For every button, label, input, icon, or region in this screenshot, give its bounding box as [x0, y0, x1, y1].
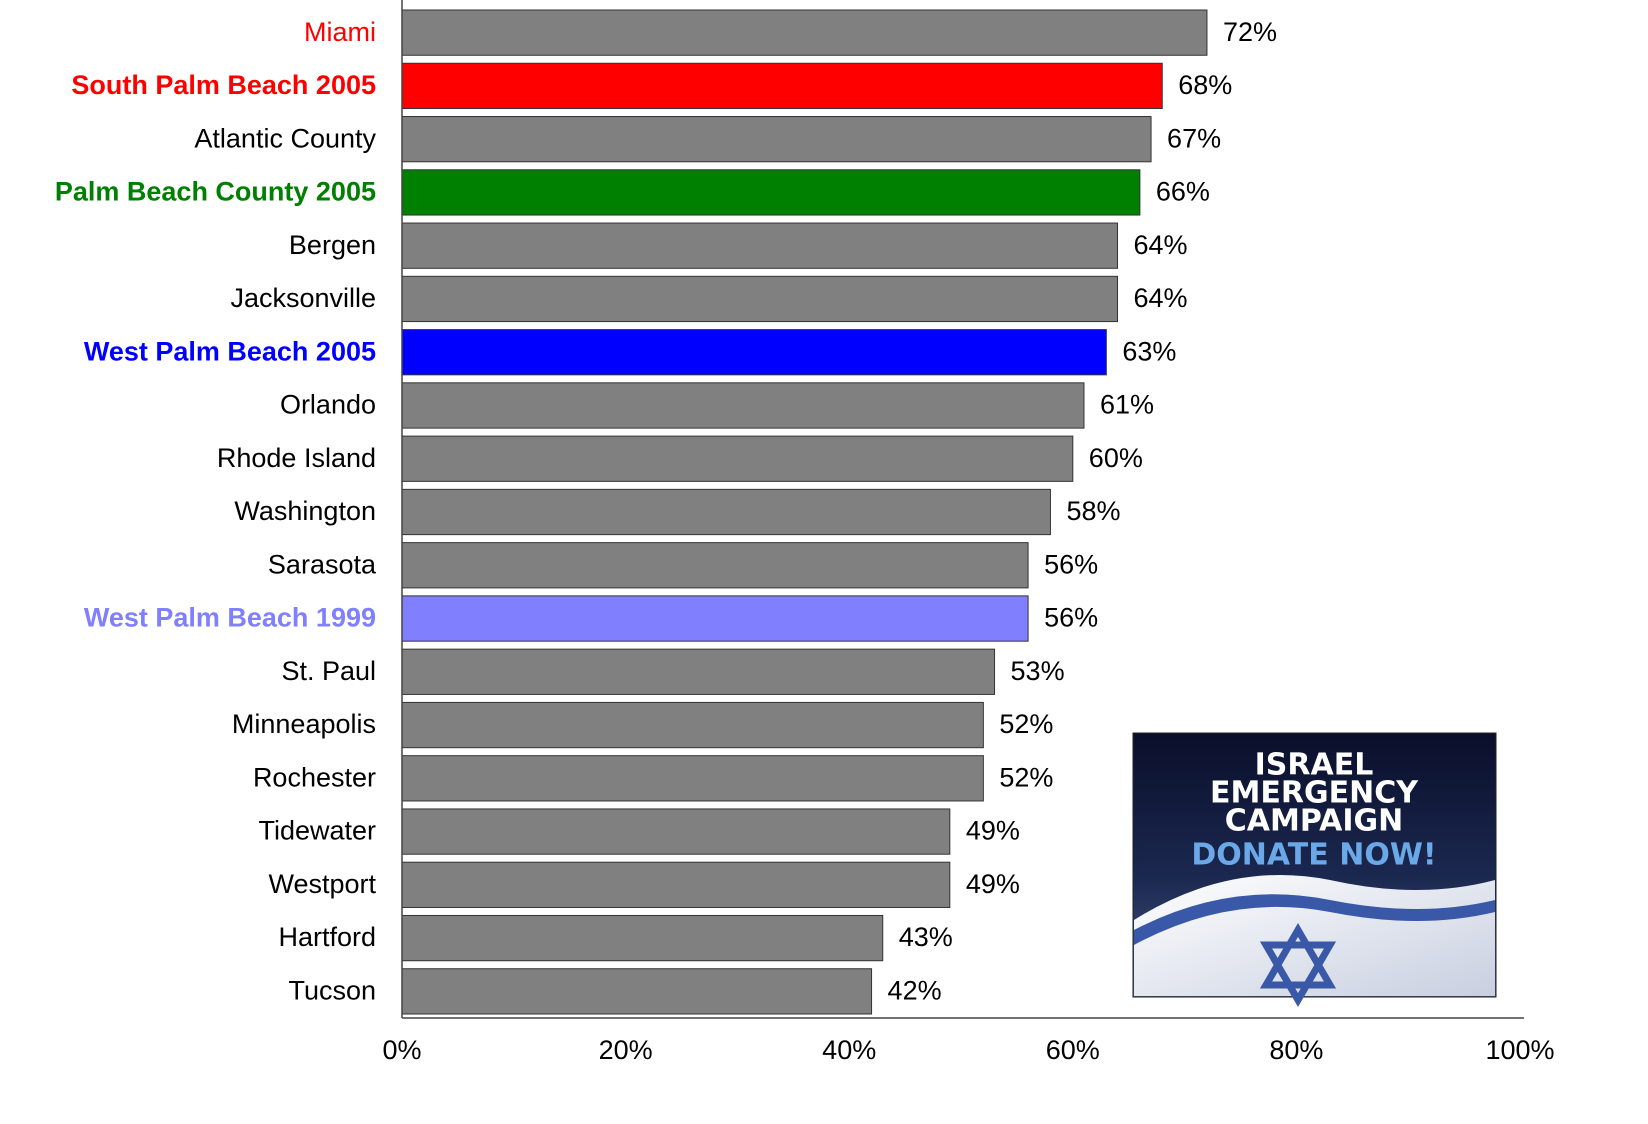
category-label: Hartford — [278, 922, 376, 952]
ad-banner[interactable]: ISRAEL EMERGENCY CAMPAIGN DONATE NOW! — [1132, 732, 1497, 1007]
value-label: 61% — [1100, 390, 1154, 420]
category-label: Tucson — [288, 975, 376, 1005]
category-label: Palm Beach County 2005 — [55, 177, 376, 207]
x-tick-label: 20% — [599, 1035, 653, 1065]
bar — [401, 329, 1107, 376]
category-label: Rhode Island — [217, 443, 376, 473]
category-label: Westport — [268, 869, 376, 899]
bar — [401, 648, 996, 695]
bar — [401, 62, 1163, 110]
category-label: Jacksonville — [230, 283, 376, 313]
x-tick-label: 60% — [1046, 1035, 1100, 1065]
value-label: 60% — [1089, 443, 1143, 473]
value-label: 58% — [1066, 496, 1120, 526]
bar — [401, 755, 984, 802]
ad-line: CAMPAIGN — [1225, 804, 1403, 839]
bar — [401, 9, 1208, 56]
bar — [401, 914, 884, 962]
category-label: Orlando — [280, 390, 376, 420]
value-label: 64% — [1134, 230, 1188, 260]
flag-stripe — [1134, 894, 1495, 945]
x-tick-label: 100% — [1485, 1035, 1554, 1065]
category-label: West Palm Beach 1999 — [84, 603, 376, 633]
category-label: Rochester — [253, 762, 376, 792]
value-label: 49% — [966, 816, 1020, 846]
bar — [401, 275, 1119, 323]
bar — [401, 382, 1085, 429]
value-label: 49% — [966, 869, 1020, 899]
bar — [401, 595, 1029, 642]
bar — [401, 968, 873, 1015]
x-tick-label: 40% — [822, 1035, 876, 1065]
bar — [401, 116, 1152, 163]
bar — [401, 169, 1141, 216]
star — [1259, 923, 1337, 1007]
category-label: Miami — [304, 17, 376, 47]
bar — [401, 488, 1051, 536]
category-label: West Palm Beach 2005 — [84, 336, 376, 366]
value-label: 68% — [1178, 70, 1232, 100]
value-label: 52% — [999, 762, 1053, 792]
value-label: 42% — [888, 975, 942, 1005]
ad-cta[interactable]: DONATE NOW! — [1191, 838, 1436, 873]
value-label: 67% — [1167, 123, 1221, 153]
value-label: 53% — [1011, 656, 1065, 686]
category-label: Tidewater — [258, 816, 376, 846]
bar — [401, 435, 1074, 482]
bar — [401, 222, 1119, 269]
ad-line: EMERGENCY — [1210, 776, 1419, 811]
x-tick-label: 80% — [1269, 1035, 1323, 1065]
bar — [401, 861, 951, 908]
value-label: 63% — [1122, 336, 1176, 366]
x-tick-label: 0% — [382, 1035, 421, 1065]
bar — [401, 542, 1029, 589]
category-label: Bergen — [289, 230, 376, 260]
category-label: Atlantic County — [194, 123, 376, 153]
ad-line: ISRAEL — [1255, 748, 1374, 783]
value-label: 72% — [1223, 17, 1277, 47]
value-label: 56% — [1044, 549, 1098, 579]
category-label: Sarasota — [268, 549, 377, 579]
category-label: Washington — [234, 496, 376, 526]
value-label: 52% — [999, 709, 1053, 739]
value-label: 64% — [1134, 283, 1188, 313]
value-label: 66% — [1156, 177, 1210, 207]
bar — [401, 808, 951, 855]
category-label: South Palm Beach 2005 — [71, 70, 376, 100]
category-label: St. Paul — [281, 656, 376, 686]
value-label: 43% — [899, 922, 953, 952]
category-label: Minneapolis — [232, 709, 376, 739]
bar — [401, 701, 984, 749]
value-label: 56% — [1044, 603, 1098, 633]
